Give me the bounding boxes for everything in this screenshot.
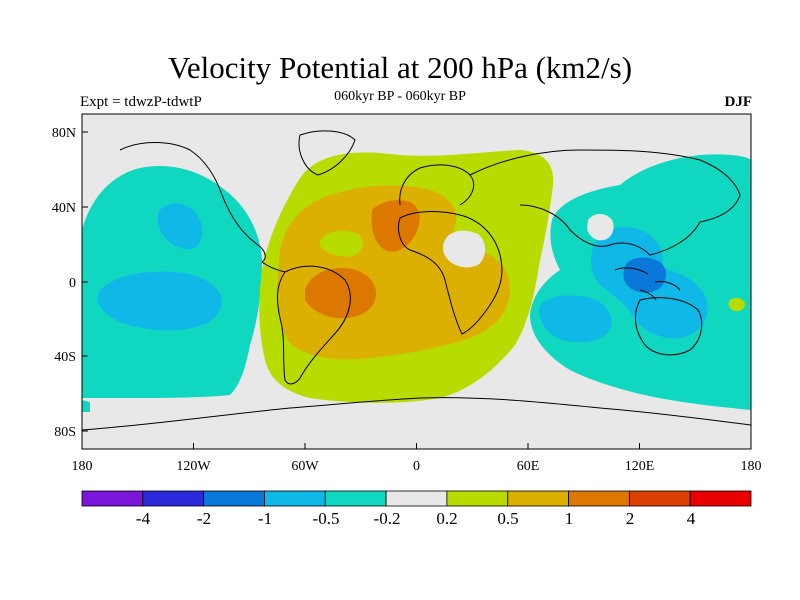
map-title: Velocity Potential at 200 hPa (km2/s) [167,50,633,85]
lon-tick-label: 180 [741,459,762,474]
experiment-label: Expt = tdwzP-tdwtP [80,94,202,110]
contour-atlantic-dark-orange-north [371,200,420,252]
colorbar-box [385,490,448,507]
colorbar-label: 0.2 [436,509,457,528]
coast-greenland [298,130,356,176]
lat-tick-label: 0 [69,276,76,291]
colorbar-box [324,490,387,507]
colorbar-box [628,490,691,507]
period-label: 060kyr BP - 060kyr BP [334,89,466,104]
contour-africa-neutral [442,230,486,268]
colorbar-box [568,490,630,507]
colorbar-label: 2 [626,509,635,528]
lat-axis [82,131,88,432]
lat-tick-label: 40S [54,350,76,365]
contour-east-pacific-strong-north [157,203,203,250]
coast-south-america [276,265,351,385]
season-label: DJF [724,94,753,110]
colorbar-label: 1 [565,509,574,528]
colorbar-box [81,490,144,507]
colorbar-label: -1 [258,509,272,528]
contour-south-indian-strong [538,295,612,343]
lon-tick-label: 60W [291,459,319,474]
coast-asia [469,149,741,256]
colorbar-box [507,490,569,507]
colorbar-label: -0.2 [374,509,401,528]
coast-africa [397,211,503,335]
colorbar-labels: -4 -2 -1 -0.5 -0.2 0.2 0.5 1 2 4 [136,509,696,528]
colorbar-box [203,490,265,507]
lon-tick-label: 0 [413,459,420,474]
coast-north-america [119,142,286,273]
lat-tick-label: 40N [52,201,76,216]
map-field [82,114,751,449]
coastlines [82,130,751,431]
contour-pacific-small-positive [728,297,745,312]
coast-indonesia [614,267,681,301]
colorbar-label: -0.5 [313,509,340,528]
lat-tick-label: 80S [54,425,76,440]
lon-tick-label: 120W [176,459,211,474]
colorbar-box [264,490,326,507]
contour-date-line-edge [82,400,90,412]
lat-labels: 80N 40N 0 40S 80S [52,126,76,440]
colorbar [81,490,752,507]
colorbar-box [446,490,509,507]
lon-tick-label: 180 [72,459,93,474]
lat-tick-label: 80N [52,126,76,141]
coast-europe [399,164,475,206]
colorbar-label: 0.5 [497,509,518,528]
lon-axis [81,443,752,449]
coast-antarctica [82,397,751,431]
lon-tick-label: 120E [625,459,655,474]
contour-east-pacific-strong [97,271,222,331]
lon-labels: 180 120W 60W 0 60E 120E 180 [72,459,762,474]
coast-australia [634,297,703,356]
colorbar-label: 4 [687,509,696,528]
colorbar-label: -4 [136,509,151,528]
contour-maritime-strongest [623,257,666,293]
colorbar-box [689,490,752,507]
colorbar-box [142,490,205,507]
contour-asia-neutral [587,214,614,241]
contour-atlantic-dark-orange-south [305,268,377,319]
contour-atlantic-gap [320,230,363,257]
colorbar-label: -2 [197,509,211,528]
lon-tick-label: 60E [517,459,540,474]
